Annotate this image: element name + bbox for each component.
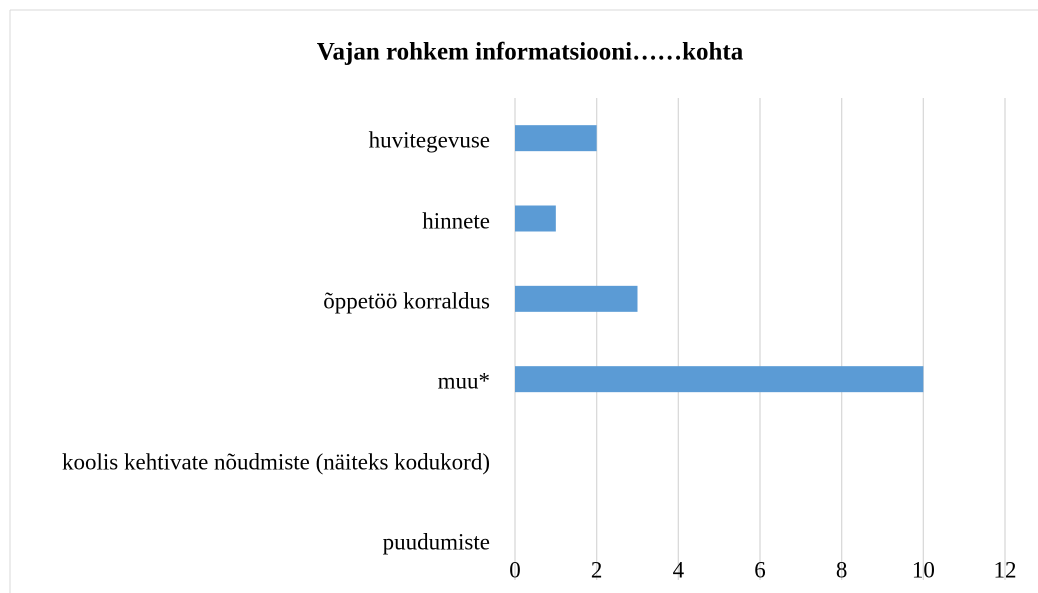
y-tick-label: muu* xyxy=(437,368,490,394)
y-tick-label: koolis kehtivate nõudmiste (näiteks kodu… xyxy=(62,449,490,474)
x-tick-label: 12 xyxy=(994,557,1017,582)
x-tick-label: 4 xyxy=(673,557,685,582)
x-tick-label: 2 xyxy=(591,557,603,582)
bar xyxy=(515,285,638,312)
x-tick-label: 8 xyxy=(836,557,848,582)
bar xyxy=(515,125,597,152)
x-tick-label: 10 xyxy=(912,557,935,582)
x-tick-label: 6 xyxy=(754,557,766,582)
y-tick-label: hinnete xyxy=(422,208,490,233)
chart-title: Vajan rohkem informatsiooni……kohta xyxy=(317,39,744,66)
x-tick-label: 0 xyxy=(509,557,521,582)
y-tick-label: õppetöö korraldus xyxy=(323,288,490,314)
y-tick-label: huvitegevuse xyxy=(368,127,490,153)
bar xyxy=(515,366,924,393)
y-tick-label: puudumiste xyxy=(382,529,490,555)
bar xyxy=(515,205,556,232)
